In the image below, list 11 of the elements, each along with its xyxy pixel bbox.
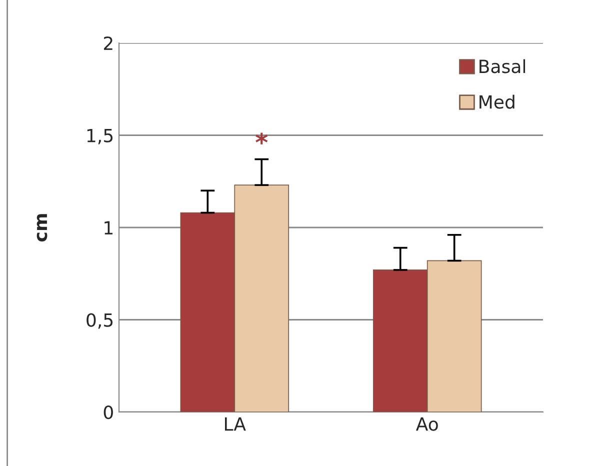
legend-label: Basal (480, 59, 526, 74)
y-tick-label: 0 (104, 405, 113, 420)
y-tick-label: 2 (104, 36, 112, 50)
y-axis-title: cm (36, 214, 48, 242)
x-tick-label: LA (225, 417, 246, 431)
y-tick-label: 1 (104, 221, 112, 234)
y-tick-label: 1,5 (87, 128, 113, 144)
x-tick-label: Ao (416, 417, 438, 431)
legend-label: Med (480, 94, 514, 109)
annotation: * (256, 132, 268, 144)
y-tick-label: 0,5 (86, 313, 113, 329)
